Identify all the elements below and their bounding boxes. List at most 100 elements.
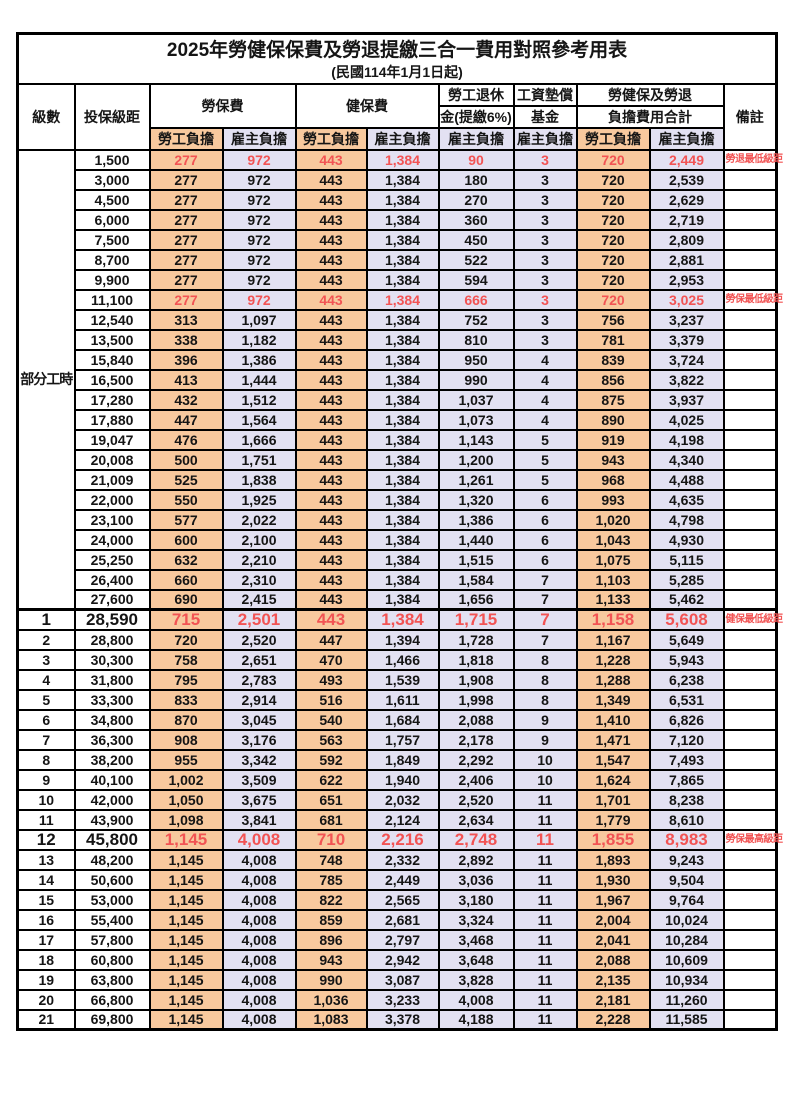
table-row: 13,500 338 1,182 443 1,384 810 3 781 3,379: [18, 328, 778, 351]
cell-labor-employee: 1,145: [148, 988, 224, 1011]
cell-pension-employer: 3,180: [437, 888, 515, 911]
cell-health-employer: 2,797: [365, 928, 440, 951]
cell-labor-employer: 3,841: [221, 808, 297, 831]
cell-total-employer: 2,881: [648, 248, 725, 271]
table-row: 9,900 277 972 443 1,384 594 3 720 2,953: [18, 268, 778, 291]
cell-total-employer: 6,826: [648, 708, 725, 731]
cell-wage-fund-employer: 3: [512, 208, 578, 231]
cell-health-employee: 447: [294, 628, 368, 651]
cell-total-employer: 2,809: [648, 228, 725, 251]
cell-wage-fund-employer: 10: [512, 748, 578, 771]
cell-total-employee: 1,020: [575, 508, 651, 531]
table-row: 17,280 432 1,512 443 1,384 1,037 4 875 3,937: [18, 388, 778, 411]
cell-health-employer: 1,849: [365, 748, 440, 771]
cell-labor-employee: 1,145: [148, 868, 224, 891]
cell-wage-fund-employer: 11: [512, 888, 578, 911]
cell-level: 14: [16, 868, 76, 891]
col-header-pension-line1: 勞工退休: [437, 82, 515, 107]
cell-labor-employer: 4,008: [221, 928, 297, 951]
cell-bracket: 38,200: [73, 748, 151, 771]
cell-wage-fund-employer: 9: [512, 708, 578, 731]
cell-health-employee: 443: [294, 348, 368, 371]
cell-pension-employer: 1,908: [437, 668, 515, 691]
cell-pension-employer: 1,656: [437, 588, 515, 611]
cell-wage-fund-employer: 11: [512, 908, 578, 931]
cell-bracket: 42,000: [73, 788, 151, 811]
cell-pension-employer: 1,261: [437, 468, 515, 491]
cell-total-employer: 7,493: [648, 748, 725, 771]
cell-wage-fund-employer: 11: [512, 868, 578, 891]
cell-pension-employer: 2,748: [437, 828, 515, 851]
cell-pension-employer: 594: [437, 268, 515, 291]
cell-health-employer: 1,384: [365, 448, 440, 471]
cell-total-employee: 720: [575, 248, 651, 271]
cell-total-employer: 3,937: [648, 388, 725, 411]
cell-health-employee: 443: [294, 208, 368, 231]
cell-labor-employer: 4,008: [221, 888, 297, 911]
cell-pension-employer: 3,828: [437, 968, 515, 991]
cell-total-employer: 5,943: [648, 648, 725, 671]
col-header-wage-fund-line1: 工資墊償: [512, 82, 578, 107]
cell-labor-employer: 972: [221, 288, 297, 311]
cell-health-employer: 1,384: [365, 188, 440, 211]
cell-total-employer: 2,629: [648, 188, 725, 211]
cell-bracket: 13,500: [73, 328, 151, 351]
cell-labor-employer: 2,415: [221, 588, 297, 611]
cell-total-employee: 1,930: [575, 868, 651, 891]
cell-health-employee: 443: [294, 408, 368, 431]
cell-pension-employer: 180: [437, 168, 515, 191]
cell-labor-employer: 1,666: [221, 428, 297, 451]
cell-wage-fund-employer: 11: [512, 928, 578, 951]
cell-remark: [722, 548, 778, 571]
cell-labor-employee: 833: [148, 688, 224, 711]
cell-bracket: 24,000: [73, 528, 151, 551]
cell-wage-fund-employer: 8: [512, 648, 578, 671]
cell-health-employer: 1,384: [365, 348, 440, 371]
cell-wage-fund-employer: 7: [512, 608, 578, 631]
cell-health-employee: 443: [294, 528, 368, 551]
cell-wage-fund-employer: 6: [512, 488, 578, 511]
cell-remark: [722, 748, 778, 771]
table-row: 22,000 550 1,925 443 1,384 1,320 6 993 4,635: [18, 488, 778, 511]
cell-bracket: 27,600: [73, 588, 151, 611]
cell-total-employee: 1,410: [575, 708, 651, 731]
cell-labor-employee: 313: [148, 308, 224, 331]
subheader-labor-employer: 雇主負擔: [221, 126, 297, 151]
cell-pension-employer: 1,998: [437, 688, 515, 711]
cell-total-employee: 1,167: [575, 628, 651, 651]
cell-pension-employer: 90: [437, 148, 515, 171]
page-subtitle: (民國114年1月1日起): [331, 63, 463, 80]
cell-level: 3: [16, 648, 76, 671]
table-row: 26,400 660 2,310 443 1,384 1,584 7 1,103 5,285: [18, 568, 778, 591]
cell-total-employee: 890: [575, 408, 651, 431]
cell-health-employee: 1,083: [294, 1008, 368, 1031]
cell-labor-employee: 550: [148, 488, 224, 511]
cell-total-employee: 993: [575, 488, 651, 511]
cell-total-employee: 2,135: [575, 968, 651, 991]
cell-pension-employer: 950: [437, 348, 515, 371]
cell-health-employer: 1,384: [365, 368, 440, 391]
cell-total-employee: 720: [575, 188, 651, 211]
cell-health-employee: 651: [294, 788, 368, 811]
table-row: 16 55,400 1,145 4,008 859 2,681 3,324 11 2,004 10…: [16, 908, 778, 931]
cell-total-employer: 10,284: [648, 928, 725, 951]
cell-bracket: 4,500: [73, 188, 151, 211]
cell-bracket: 19,047: [73, 428, 151, 451]
table-row: 15 53,000 1,145 4,008 822 2,565 3,180 11 1,967 9,…: [16, 888, 778, 911]
table-row: 部分工時 1,500 277 972 443 1,384 90 3 720 2,449 勞退最低級距: [16, 148, 783, 611]
cell-bracket: 11,100: [73, 288, 151, 311]
cell-labor-employer: 972: [221, 228, 297, 251]
cell-wage-fund-employer: 11: [512, 988, 578, 1011]
cell-total-employee: 968: [575, 468, 651, 491]
cell-labor-employer: 972: [221, 268, 297, 291]
cell-pension-employer: 1,728: [437, 628, 515, 651]
table-row: 19 63,800 1,145 4,008 990 3,087 3,828 11 2,135 10…: [16, 968, 778, 991]
cell-remark: [722, 788, 778, 811]
cell-wage-fund-employer: 11: [512, 948, 578, 971]
cell-total-employer: 6,531: [648, 688, 725, 711]
cell-bracket: 15,840: [73, 348, 151, 371]
table-row: 18 60,800 1,145 4,008 943 2,942 3,648 11 2,088 10…: [16, 948, 778, 971]
cell-total-employer: 5,608: [648, 608, 725, 631]
cell-wage-fund-employer: 10: [512, 768, 578, 791]
cell-health-employer: 1,384: [365, 148, 440, 171]
